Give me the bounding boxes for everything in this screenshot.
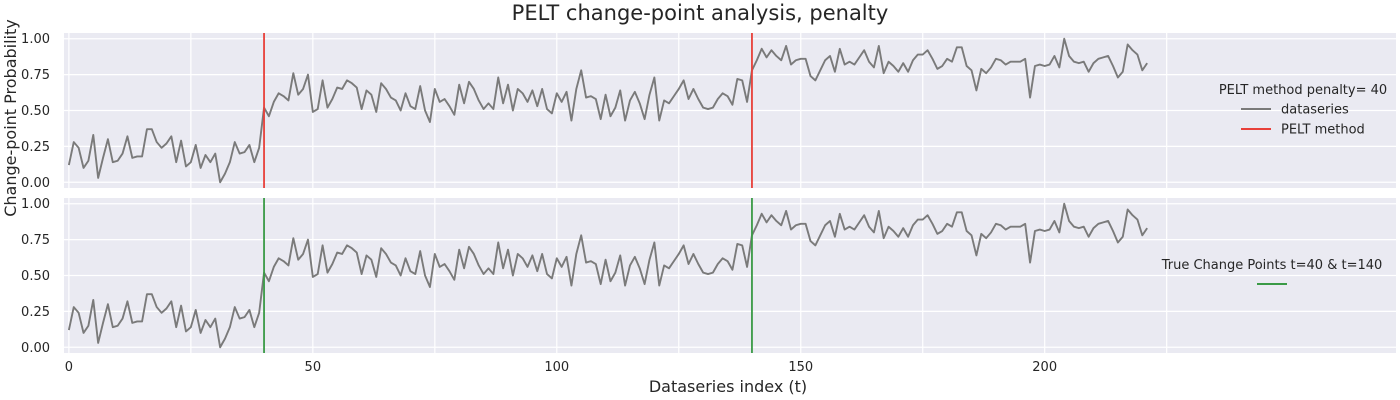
y-tick-label: 0.75 — [21, 68, 50, 83]
panel-top: 0.00 0.25 0.50 0.75 1.00 PELT method penalty=… — [21, 32, 1396, 191]
panel-bottom: 0.00 0.25 0.50 0.75 1.00 True Change Points t… — [21, 197, 1396, 356]
x-axis-ticks: 0 50 100 150 200 — [65, 360, 1057, 375]
legend-label: dataseries — [1281, 103, 1349, 118]
legend-title: PELT method penalty= 40 — [1219, 83, 1387, 98]
y-tick-label: 0.50 — [21, 104, 50, 119]
x-axis-label: Dataseries index (t) — [649, 377, 807, 396]
y-tick-label: 0.00 — [21, 176, 50, 191]
y-tick-label: 0.50 — [21, 269, 50, 284]
dataseries-line — [67, 202, 1148, 349]
x-tick-label: 100 — [544, 360, 569, 375]
y-tick-label: 1.00 — [21, 197, 50, 212]
legend: True Change Points t=40 & t=140 — [1161, 258, 1383, 285]
dataseries-line — [67, 37, 1148, 184]
y-tick-label: 0.75 — [21, 233, 50, 248]
legend-label: PELT method — [1281, 123, 1365, 138]
x-tick-label: 50 — [305, 360, 322, 375]
y-tick-label: 0.00 — [21, 341, 50, 356]
y-tick-label: 0.25 — [21, 305, 50, 320]
y-axis-label: Change-point Probability — [1, 19, 20, 217]
y-tick-label: 0.25 — [21, 140, 50, 155]
x-tick-label: 0 — [65, 360, 73, 375]
legend-title: True Change Points t=40 & t=140 — [1161, 258, 1383, 273]
x-tick-label: 200 — [1032, 360, 1057, 375]
y-tick-label: 1.00 — [21, 32, 50, 47]
legend: PELT method penalty= 40 dataseries PELT me… — [1219, 83, 1387, 138]
chart-title: PELT change-point analysis, penalty — [512, 1, 889, 25]
x-tick-label: 150 — [788, 360, 813, 375]
